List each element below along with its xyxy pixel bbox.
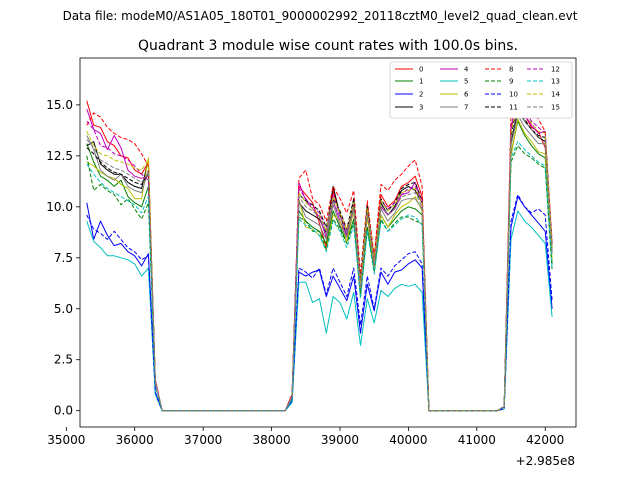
series-line-10 <box>86 194 553 412</box>
series-line-13 <box>86 141 553 412</box>
legend-frame <box>389 61 573 119</box>
series-line-6 <box>86 118 553 412</box>
legend-label-11: 11 <box>509 104 518 112</box>
y-tick-label: 0.0 <box>54 404 73 418</box>
series-line-1 <box>86 120 553 412</box>
x-tick-label: 39000 <box>321 433 359 447</box>
x-axis: 35000 36000 37000 38000 39000 40000 41000 42000 <box>47 427 564 447</box>
y-tick-label: 15.0 <box>46 98 73 112</box>
x-tick-label: 42000 <box>526 433 564 447</box>
series-layer <box>86 75 553 412</box>
axes-frame <box>79 57 577 428</box>
legend-label-14: 14 <box>551 91 560 99</box>
legend-label-7: 7 <box>464 104 468 112</box>
legend-label-8: 8 <box>509 66 513 74</box>
x-tick-label: 35000 <box>47 433 85 447</box>
y-axis: 0.0 2.5 5.0 7.5 10.0 12.5 15.0 <box>46 98 80 418</box>
legend-label-10: 10 <box>509 91 518 99</box>
figure-suptitle: Data file: modeM0/AS1A05_180T01_90000029… <box>63 9 578 23</box>
y-tick-label: 2.5 <box>54 353 73 367</box>
legend-label-1: 1 <box>419 78 423 86</box>
legend-label-0: 0 <box>419 66 423 74</box>
series-line-14 <box>86 98 553 412</box>
x-offset-label: +2.985e8 <box>516 454 575 468</box>
y-tick-label: 12.5 <box>46 149 73 163</box>
series-line-0 <box>86 100 553 412</box>
series-line-12 <box>86 94 553 412</box>
series-line-4 <box>86 100 553 412</box>
plot-area <box>79 57 577 428</box>
legend-label-5: 5 <box>464 78 468 86</box>
legend-label-13: 13 <box>551 78 560 86</box>
series-line-3 <box>86 110 553 412</box>
legend-label-3: 3 <box>419 104 423 112</box>
series-line-8 <box>86 75 553 412</box>
legend-label-15: 15 <box>551 104 560 112</box>
legend-label-12: 12 <box>551 66 560 74</box>
y-tick-label: 5.0 <box>54 302 73 316</box>
x-tick-label: 37000 <box>184 433 222 447</box>
series-line-15 <box>86 106 553 412</box>
x-tick-label: 41000 <box>458 433 496 447</box>
legend-label-4: 4 <box>464 66 469 74</box>
x-tick-label: 38000 <box>252 433 290 447</box>
series-line-2 <box>86 196 553 412</box>
series-line-9 <box>86 145 553 412</box>
legend-label-6: 6 <box>464 91 469 99</box>
x-tick-label: 40000 <box>389 433 427 447</box>
series-line-5 <box>86 210 553 412</box>
y-tick-label: 7.5 <box>54 251 73 265</box>
legend-label-2: 2 <box>419 91 423 99</box>
chart-title: Quadrant 3 module wise count rates with … <box>138 38 518 54</box>
series-line-11 <box>86 104 553 412</box>
series-line-7 <box>86 114 553 412</box>
y-tick-label: 10.0 <box>46 200 73 214</box>
x-tick-label: 36000 <box>116 433 154 447</box>
legend-label-9: 9 <box>509 78 513 86</box>
